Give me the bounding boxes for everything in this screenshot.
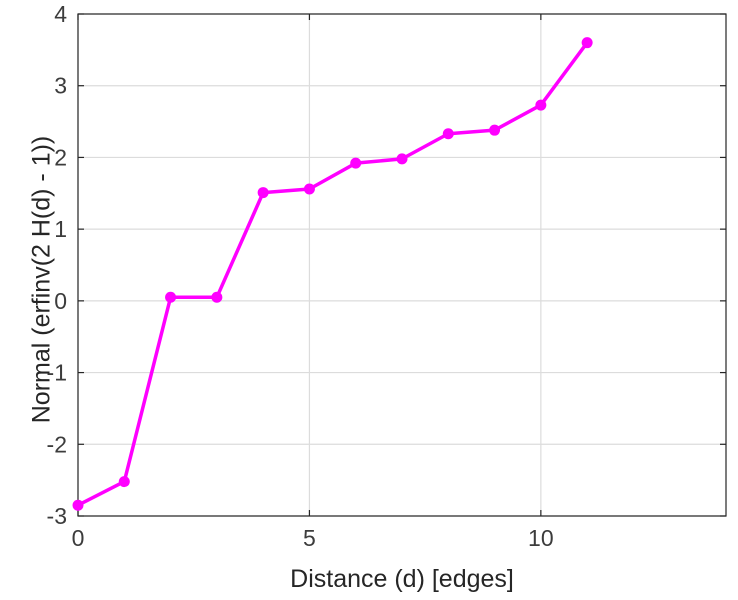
data-point [489, 124, 501, 136]
data-point [72, 499, 84, 511]
data-point [350, 157, 362, 169]
y-tick-label: 4 [54, 1, 67, 27]
data-point [211, 291, 223, 303]
axes-box [77, 13, 727, 517]
data-point [396, 153, 408, 165]
y-tick-label: -2 [47, 431, 67, 457]
data-line [76, 40, 589, 507]
y-tick-label: 1 [54, 216, 67, 242]
y-axis-label: Normal (erfinv(2 H(d) - 1)) [27, 135, 56, 424]
data-point [442, 128, 454, 140]
data-point [165, 291, 177, 303]
x-tick-label: 10 [528, 525, 554, 551]
x-tick-label: 0 [72, 525, 85, 551]
data-point [535, 99, 547, 111]
y-tick-label: 2 [54, 144, 67, 170]
data-point [257, 187, 269, 199]
data-point [303, 183, 315, 195]
y-tick-label: -1 [47, 360, 67, 386]
x-tick-label: 5 [303, 525, 316, 551]
y-tick-label: -3 [47, 503, 67, 529]
x-axis-label: Distance (d) [edges] [290, 565, 514, 593]
y-tick-label: 0 [54, 288, 67, 314]
data-point [118, 476, 130, 488]
y-tick-label: 3 [54, 73, 67, 99]
data-point [581, 37, 593, 49]
